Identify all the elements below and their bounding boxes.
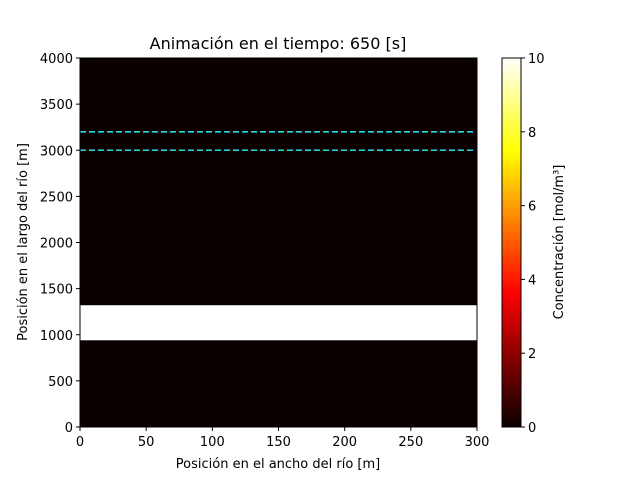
y-tick-label-1: 500 bbox=[48, 375, 73, 390]
chart-title: Animación en el tiempo: 650 [s] bbox=[150, 34, 407, 53]
colorbar bbox=[501, 57, 522, 428]
y-tick-label-5: 2500 bbox=[40, 190, 73, 205]
x-tick-label-6: 300 bbox=[465, 435, 490, 450]
y-tick-label-4: 2000 bbox=[40, 237, 73, 252]
y-tick-label-8: 4000 bbox=[40, 52, 73, 67]
y-tick-label-3: 1500 bbox=[40, 283, 73, 298]
colorbar-tick-label-5: 10 bbox=[528, 52, 545, 67]
x-tick-label-4: 200 bbox=[332, 435, 357, 450]
heatmap-background bbox=[80, 58, 477, 427]
y-tick-label-2: 1000 bbox=[40, 329, 73, 344]
concentration-bands bbox=[80, 305, 477, 341]
colorbar-ticks: 0 2 4 6 8 10 bbox=[521, 52, 545, 436]
x-tick-label-2: 100 bbox=[200, 435, 225, 450]
x-tick-label-1: 50 bbox=[138, 435, 155, 450]
colorbar-tick-label-1: 2 bbox=[528, 347, 536, 362]
colorbar-label: Concentración [mol/m³] bbox=[552, 165, 567, 320]
reference-lines bbox=[80, 131, 475, 152]
x-axis-label: Posición en el ancho del río [m] bbox=[176, 457, 380, 472]
concentration-band-0 bbox=[80, 305, 477, 341]
colorbar-tick-label-2: 4 bbox=[528, 273, 536, 288]
colorbar-tick-label-3: 6 bbox=[528, 200, 536, 215]
colorbar-tick-label-0: 0 bbox=[528, 421, 536, 436]
y-tick-label-0: 0 bbox=[65, 421, 73, 436]
y-axis-ticks: 0 500 1000 1500 2000 2500 3000 3500 4000 bbox=[40, 52, 80, 436]
colorbar-tick-label-4: 8 bbox=[528, 126, 536, 141]
y-tick-label-6: 3000 bbox=[40, 144, 73, 159]
y-axis-label: Posición en el largo del río [m] bbox=[16, 143, 31, 341]
x-axis-ticks: 0 50 100 150 200 250 300 bbox=[76, 427, 490, 450]
x-tick-label-5: 250 bbox=[398, 435, 423, 450]
y-tick-label-7: 3500 bbox=[40, 98, 73, 113]
x-tick-label-3: 150 bbox=[266, 435, 291, 450]
x-tick-label-0: 0 bbox=[76, 435, 84, 450]
